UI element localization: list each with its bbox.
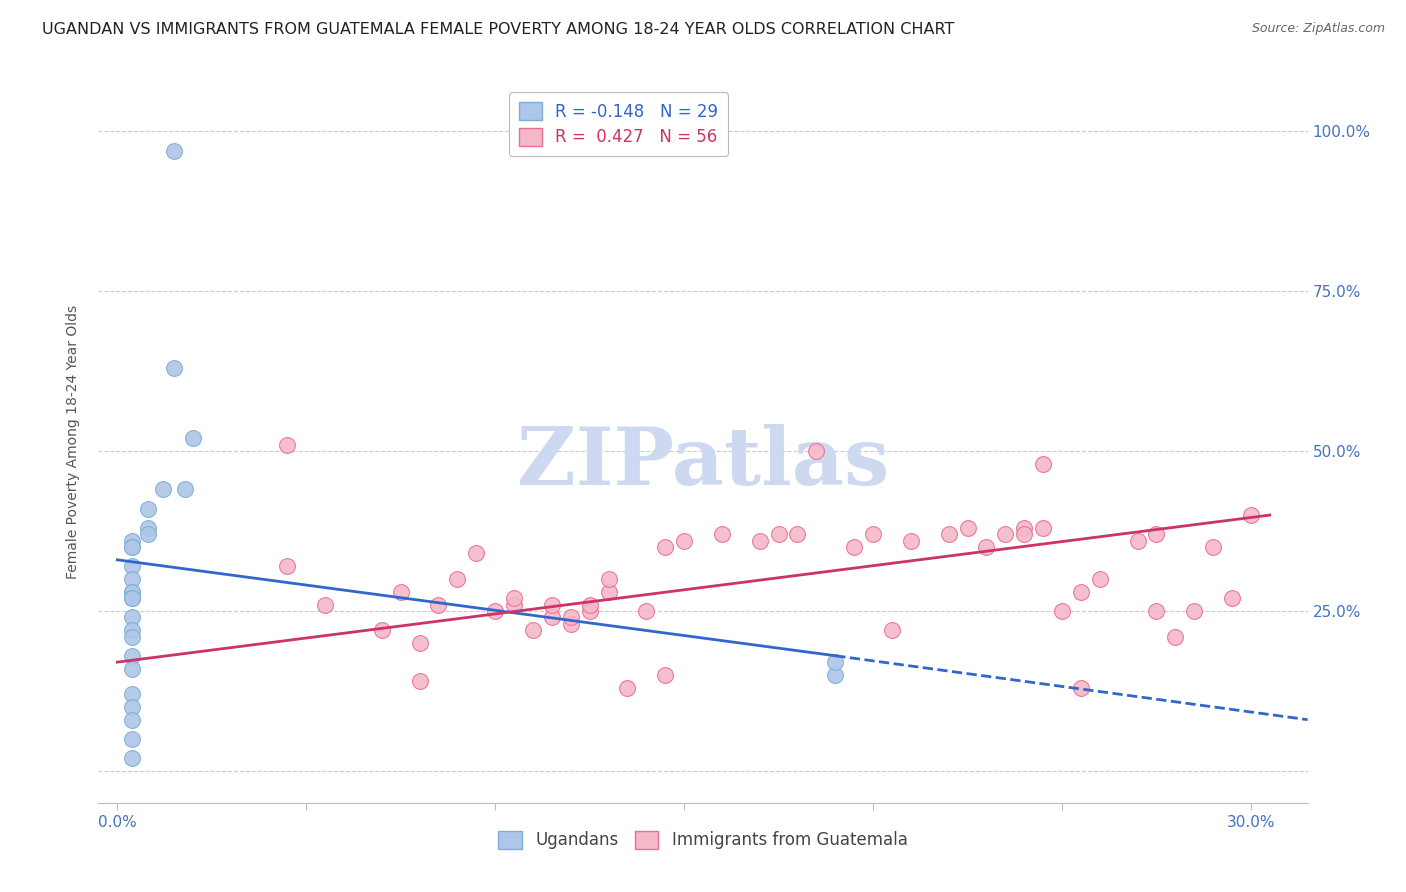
Point	[136, 521, 159, 535]
Point	[314, 598, 336, 612]
Point	[484, 604, 506, 618]
Point	[956, 521, 979, 535]
Point	[994, 527, 1017, 541]
Point	[121, 540, 143, 554]
Point	[276, 559, 298, 574]
Point	[806, 444, 828, 458]
Point	[121, 591, 143, 606]
Point	[710, 527, 733, 541]
Point	[503, 591, 526, 606]
Point	[121, 540, 143, 554]
Point	[121, 610, 143, 624]
Point	[152, 483, 174, 497]
Point	[1164, 630, 1187, 644]
Point	[121, 699, 143, 714]
Point	[1240, 508, 1263, 522]
Point	[1182, 604, 1205, 618]
Point	[121, 630, 143, 644]
Point	[976, 540, 998, 554]
Point	[540, 610, 562, 624]
Point	[408, 674, 430, 689]
Point	[824, 655, 846, 669]
Point	[136, 527, 159, 541]
Point	[181, 431, 204, 445]
Point	[427, 598, 450, 612]
Point	[276, 438, 298, 452]
Point	[163, 361, 186, 376]
Point	[446, 572, 468, 586]
Point	[121, 591, 143, 606]
Point	[616, 681, 638, 695]
Point	[408, 636, 430, 650]
Point	[1144, 527, 1167, 541]
Point	[121, 751, 143, 765]
Text: Source: ZipAtlas.com: Source: ZipAtlas.com	[1251, 22, 1385, 36]
Point	[862, 527, 884, 541]
Point	[1050, 604, 1073, 618]
Point	[598, 572, 620, 586]
Point	[136, 501, 159, 516]
Point	[1070, 584, 1092, 599]
Point	[503, 598, 526, 612]
Text: UGANDAN VS IMMIGRANTS FROM GUATEMALA FEMALE POVERTY AMONG 18-24 YEAR OLDS CORREL: UGANDAN VS IMMIGRANTS FROM GUATEMALA FEM…	[42, 22, 955, 37]
Point	[121, 648, 143, 663]
Point	[121, 661, 143, 675]
Point	[1012, 527, 1035, 541]
Point	[824, 668, 846, 682]
Point	[1202, 540, 1225, 554]
Y-axis label: Female Poverty Among 18-24 Year Olds: Female Poverty Among 18-24 Year Olds	[66, 304, 80, 579]
Point	[844, 540, 866, 554]
Point	[174, 483, 197, 497]
Point	[578, 604, 600, 618]
Point	[673, 533, 696, 548]
Point	[121, 584, 143, 599]
Point	[121, 559, 143, 574]
Point	[748, 533, 770, 548]
Point	[121, 687, 143, 701]
Point	[121, 713, 143, 727]
Point	[121, 731, 143, 746]
Point	[465, 546, 488, 560]
Point	[900, 533, 922, 548]
Point	[560, 610, 582, 624]
Point	[938, 527, 960, 541]
Point	[121, 584, 143, 599]
Point	[1032, 521, 1054, 535]
Point	[880, 623, 903, 637]
Point	[540, 598, 562, 612]
Point	[654, 540, 676, 554]
Point	[654, 668, 676, 682]
Point	[786, 527, 808, 541]
Point	[768, 527, 790, 541]
Point	[1144, 604, 1167, 618]
Point	[598, 584, 620, 599]
Text: ZIPatlas: ZIPatlas	[517, 425, 889, 502]
Point	[560, 616, 582, 631]
Point	[1032, 457, 1054, 471]
Point	[163, 144, 186, 158]
Point	[1070, 681, 1092, 695]
Point	[389, 584, 412, 599]
Point	[121, 572, 143, 586]
Point	[371, 623, 394, 637]
Point	[1220, 591, 1243, 606]
Point	[1088, 572, 1111, 586]
Point	[1126, 533, 1149, 548]
Point	[522, 623, 544, 637]
Point	[121, 533, 143, 548]
Point	[578, 598, 600, 612]
Point	[121, 623, 143, 637]
Legend: Ugandans, Immigrants from Guatemala: Ugandans, Immigrants from Guatemala	[488, 821, 918, 860]
Point	[1012, 521, 1035, 535]
Point	[636, 604, 658, 618]
